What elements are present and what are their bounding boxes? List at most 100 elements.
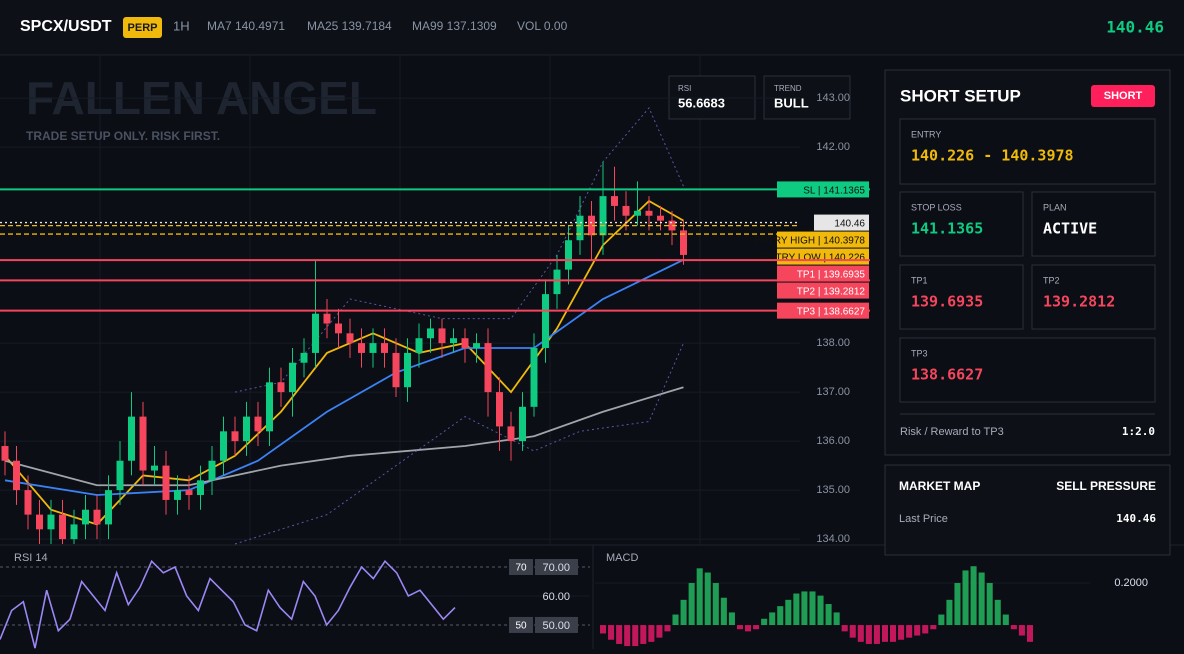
candle-body	[47, 514, 55, 530]
interval[interactable]: 1H	[173, 18, 190, 33]
candle-body	[530, 348, 538, 407]
level-tag-sep: |	[815, 235, 823, 246]
level-tag-sep: |	[815, 286, 823, 297]
symbol[interactable]: SPCX/USDT	[20, 18, 112, 35]
candle-body	[634, 210, 641, 216]
candle-body	[59, 514, 66, 540]
y-tick-label: 135.00	[816, 484, 850, 496]
macd-bar	[712, 583, 719, 626]
candle-body	[346, 333, 354, 344]
y-tick-label: 142.00	[816, 141, 850, 153]
macd-bar	[664, 625, 671, 632]
badge-bg	[123, 17, 162, 38]
candle-body	[507, 426, 515, 442]
macd-bar	[857, 625, 864, 642]
candle-body	[24, 490, 32, 515]
rsi-box-label: RSI	[678, 84, 691, 93]
macd-bar	[962, 570, 969, 626]
candle-body	[553, 269, 561, 295]
rr-value: 1:2.0	[1122, 425, 1155, 438]
level-tag-label: SL	[803, 185, 816, 196]
macd-tick-label: 0.2000	[1114, 577, 1148, 589]
candle-body	[392, 352, 400, 388]
macd-bar	[696, 568, 703, 626]
tp1-card	[899, 264, 1024, 330]
candle-body	[576, 215, 584, 241]
level-tag: SL | 141.1365	[803, 185, 865, 196]
macd-bar	[616, 625, 623, 644]
ma99: MA99 137.1309	[412, 19, 497, 33]
macd-bar	[736, 625, 743, 630]
header-bar	[0, 0, 1184, 55]
ma7: MA7 140.4971	[207, 19, 285, 33]
level-tag-value: 140.46	[834, 218, 865, 229]
level-tag-bg	[777, 265, 869, 282]
level-tag: TP2 | 139.2812	[797, 286, 866, 297]
candle-body	[381, 343, 388, 353]
tp3-value: 138.6627	[911, 366, 983, 384]
overlay-line	[234, 342, 684, 545]
candle-body	[484, 343, 492, 393]
level-tag-value: 141.1365	[823, 185, 865, 196]
level-tag: TP1 | 139.6935	[797, 269, 866, 280]
market-panel	[884, 464, 1171, 556]
level-tag-sep: |	[815, 185, 823, 196]
macd-bar	[640, 625, 647, 644]
tp3-card	[899, 337, 1156, 403]
level-tag-value: 140.226	[829, 252, 866, 263]
watermark-subtitle: TRADE SETUP ONLY. RISK FIRST.	[26, 129, 220, 143]
candle-body	[151, 465, 158, 471]
rsi-level-label: 50	[515, 621, 527, 632]
macd-bar	[761, 618, 768, 626]
macd-bar	[849, 625, 856, 638]
level-tag-label: TP1	[797, 269, 816, 280]
macd-bar	[777, 606, 784, 626]
macd-bar	[728, 612, 735, 626]
rsi-box-value: 56.6683	[678, 95, 725, 110]
candle-body	[70, 524, 78, 540]
macd-bar	[930, 625, 937, 630]
overlay-line	[4, 386, 684, 487]
tp1-value: 139.6935	[911, 293, 983, 311]
macd-bar	[648, 625, 655, 642]
level-tag: ENTRY HIGH | 140.3978	[754, 235, 866, 246]
stop-card	[899, 191, 1024, 257]
candle-body	[496, 392, 503, 427]
macd-bar	[994, 599, 1001, 626]
candle-body	[162, 465, 170, 500]
level-tag-bg	[777, 181, 869, 198]
level-tag-sep: |	[815, 306, 823, 317]
candle-body	[323, 313, 331, 324]
y-tick-label: 134.00	[816, 533, 850, 545]
candle-body	[611, 196, 618, 206]
macd-bar	[785, 599, 792, 626]
macd-bar	[624, 625, 631, 647]
macd-bar	[688, 583, 695, 626]
candle-body	[438, 328, 446, 344]
rr-label: Risk / Reward to TP3	[900, 426, 1004, 438]
plan-value: ACTIVE	[1043, 220, 1097, 238]
macd-bar	[825, 604, 832, 626]
candle-body	[266, 382, 273, 432]
level-tag-label: ENTRY HIGH	[754, 235, 815, 246]
candle-body	[220, 431, 227, 461]
market-last-label: Last Price	[899, 513, 948, 525]
candle-body	[231, 431, 239, 442]
candle-body	[461, 338, 469, 349]
level-tag: TP3 | 138.6627	[797, 306, 866, 317]
macd-bar	[608, 625, 615, 640]
level-tag-bg	[777, 231, 869, 248]
candle-body	[565, 240, 572, 270]
candle-body	[542, 294, 549, 349]
macd-bar	[672, 614, 679, 626]
setup-badge[interactable]: SHORT	[1104, 90, 1143, 102]
rsi-title: RSI 14	[14, 552, 48, 564]
rsi-level-label: 70	[515, 563, 527, 574]
macd-bar	[600, 625, 607, 634]
tp1-label: TP1	[911, 275, 928, 285]
level-tag-bg	[814, 214, 869, 231]
setup-badge-bg[interactable]	[1091, 85, 1155, 107]
tp2-label: TP2	[1043, 275, 1060, 285]
y-tick-label: 138.00	[816, 337, 850, 349]
overlay-line	[4, 259, 684, 496]
